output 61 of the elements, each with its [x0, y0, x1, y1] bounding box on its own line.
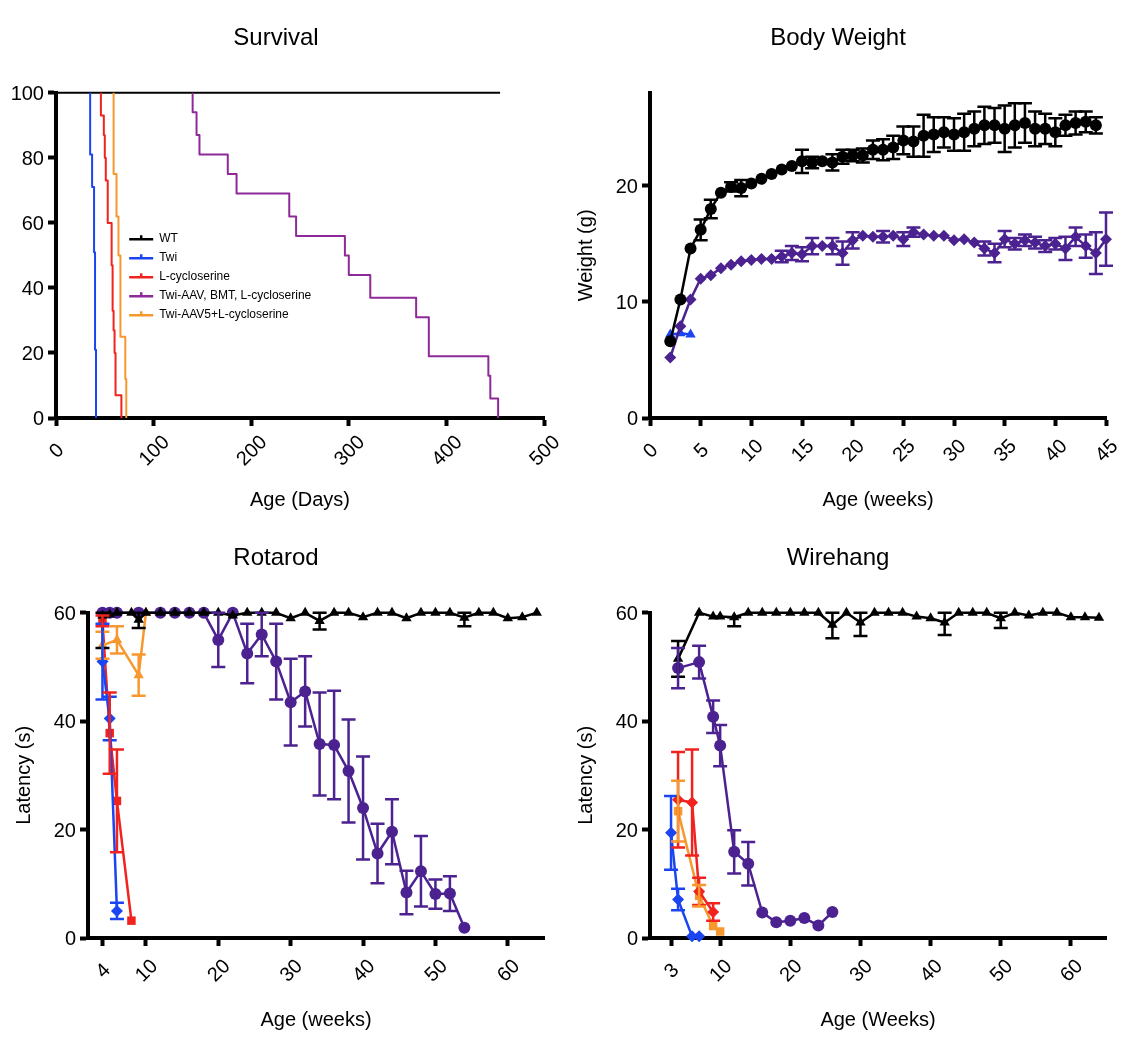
- y-tick-label: 10: [615, 290, 638, 313]
- y-tick-label: 0: [626, 407, 638, 429]
- x-tick-label: 15: [786, 434, 818, 466]
- x-tick-label: 30: [938, 434, 970, 466]
- y-tick-label: 40: [21, 276, 44, 299]
- chart-title: Rotarod: [233, 543, 319, 571]
- chart-title: Body Weight: [770, 23, 907, 51]
- y-tick-label: 40: [53, 710, 76, 733]
- y-tick-label: 20: [53, 818, 76, 841]
- x-axis-title: Age (weeks): [822, 487, 934, 510]
- x-axis-title: Age (Days): [249, 487, 351, 510]
- legend-label: Twi-AAV, BMT, L-cycloserine: [159, 288, 312, 303]
- x-tick-label: 10: [130, 954, 162, 986]
- y-tick-label: 0: [64, 927, 76, 949]
- x-tick-label: 30: [275, 954, 307, 986]
- legend-label: Twi: [159, 250, 178, 265]
- legend-label: Twi-AAV5+L-cycloserine: [159, 307, 290, 322]
- y-tick-label: 0: [626, 927, 638, 949]
- y-axis-title: Latency (s): [573, 725, 596, 825]
- x-tick-label: 3: [659, 958, 683, 982]
- legend-label: WT: [159, 231, 179, 246]
- x-axis-title: Age (weeks): [260, 1007, 372, 1030]
- x-tick-label: 35: [989, 434, 1021, 466]
- y-axis-title: Latency (s): [11, 725, 34, 825]
- x-tick-label: 300: [329, 430, 369, 470]
- y-tick-label: 20: [21, 341, 44, 364]
- x-tick-label: 10: [704, 954, 736, 986]
- x-tick-label: 45: [1090, 434, 1122, 466]
- x-tick-label: 50: [985, 954, 1017, 986]
- y-tick-label: 20: [615, 818, 638, 841]
- chart-title: Survival: [233, 23, 319, 51]
- x-tick-label: 5: [688, 438, 713, 462]
- x-tick-label: 20: [774, 954, 806, 986]
- y-tick-label: 60: [615, 601, 638, 624]
- x-tick-label: 50: [419, 954, 452, 986]
- x-tick-label: 4: [90, 958, 115, 982]
- y-tick-label: 60: [53, 601, 76, 624]
- y-axis-title: Weight (g): [573, 209, 596, 302]
- x-tick-label: 500: [524, 430, 564, 470]
- x-tick-label: 40: [1039, 434, 1071, 466]
- x-tick-label: 400: [426, 430, 466, 470]
- x-tick-label: 20: [837, 434, 869, 466]
- chart-title: Wirehang: [786, 543, 890, 571]
- x-tick-label: 100: [134, 430, 174, 470]
- x-tick-label: 40: [914, 954, 947, 986]
- y-tick-label: 0: [32, 407, 44, 429]
- legend-label: L-cycloserine: [159, 269, 231, 284]
- y-tick-label: 40: [615, 710, 638, 733]
- x-axis-title: Age (Weeks): [820, 1007, 936, 1030]
- x-tick-label: 60: [1055, 954, 1087, 986]
- x-tick-label: 30: [844, 954, 877, 986]
- x-tick-label: 200: [231, 430, 271, 470]
- x-tick-label: 10: [735, 434, 767, 466]
- x-tick-label: 25: [887, 434, 919, 466]
- y-tick-label: 80: [21, 146, 44, 169]
- y-tick-label: 60: [21, 211, 44, 234]
- x-tick-label: 20: [202, 954, 234, 986]
- x-tick-label: 40: [347, 954, 379, 986]
- y-tick-label: 20: [615, 174, 638, 197]
- x-tick-label: 60: [492, 954, 524, 986]
- y-tick-label: 100: [10, 81, 44, 104]
